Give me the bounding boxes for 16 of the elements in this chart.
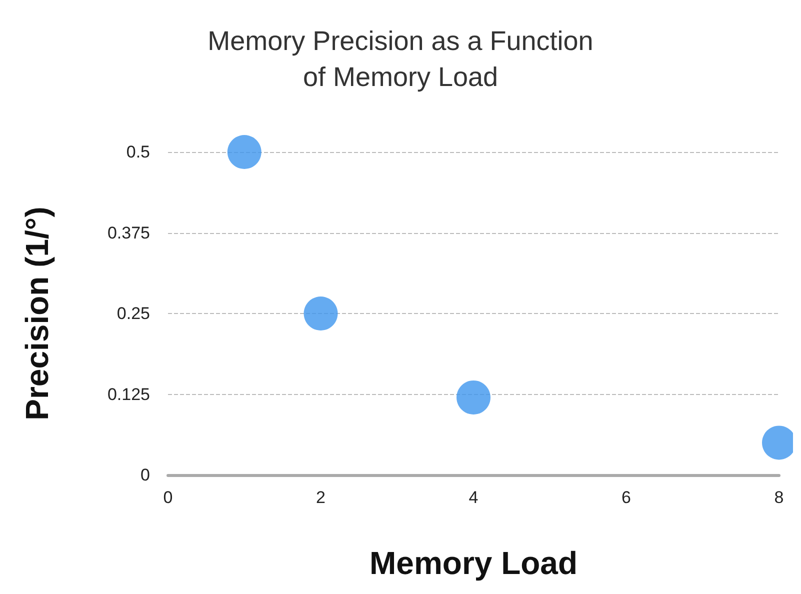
- y-tick-label: 0: [140, 466, 150, 484]
- x-tick-label: 4: [468, 488, 478, 507]
- x-axis-title: Memory Load: [369, 545, 578, 581]
- x-tick-label: 8: [774, 488, 784, 507]
- x-tick-label: 0: [163, 488, 173, 507]
- x-tick-label: 6: [622, 488, 631, 507]
- y-tick-label: 0.375: [107, 223, 150, 242]
- x-tick-label: 2: [316, 488, 326, 507]
- y-tick-label: 0.5: [126, 142, 150, 162]
- y-tick-label: 0.25: [116, 304, 150, 323]
- point: [456, 380, 490, 414]
- chart-title: Memory Precision as a Function of Memory Load: [208, 26, 594, 92]
- y-axis-title: Precision (1/°): [19, 206, 55, 420]
- y-tick-label: 0.125: [107, 384, 150, 404]
- point: [227, 135, 262, 169]
- point: [304, 296, 338, 330]
